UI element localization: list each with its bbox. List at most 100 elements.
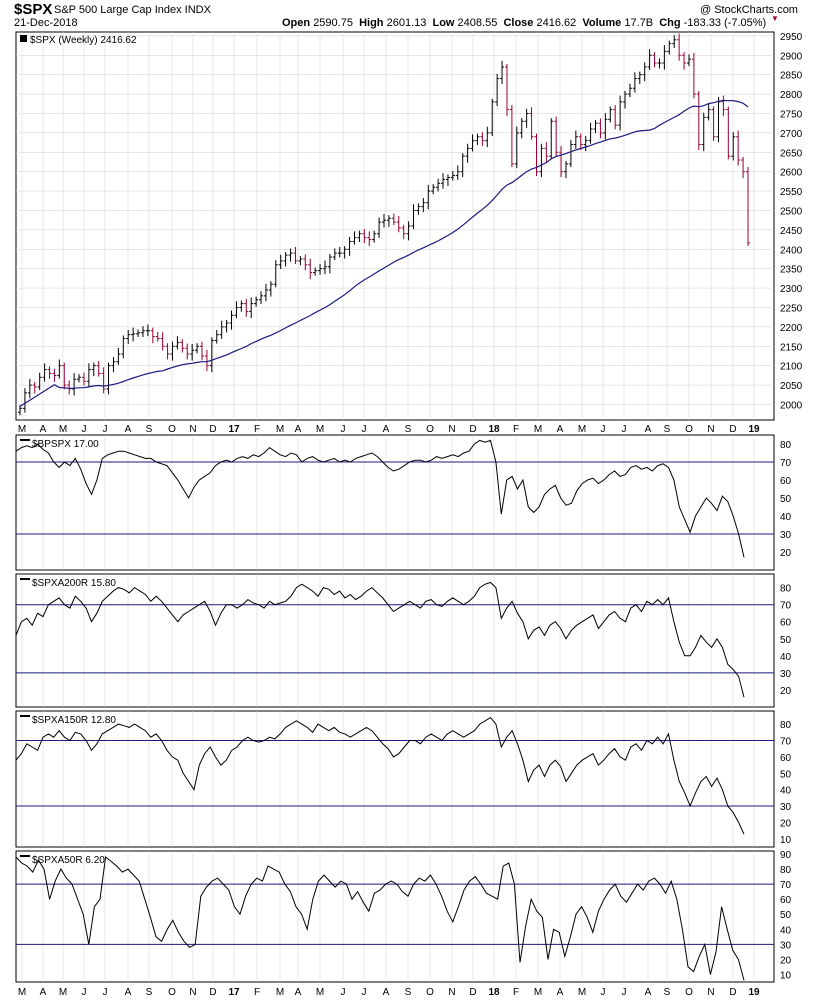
indicator-y-tick-label: 60	[780, 476, 792, 487]
x-axis-label: A	[383, 424, 390, 435]
x-axis-label: M	[276, 424, 284, 435]
x-axis-label: S	[664, 987, 671, 998]
x-axis-label: D	[209, 987, 216, 998]
x-axis-label: 19	[748, 987, 760, 998]
x-axis-label: J	[362, 987, 367, 998]
x-axis-label: O	[426, 424, 434, 435]
brand-label: @ StockCharts.com	[700, 4, 798, 16]
x-axis-label: J	[341, 987, 346, 998]
x-axis-label: N	[189, 424, 196, 435]
indicator-y-tick-label: 20	[780, 818, 792, 829]
x-axis-label: D	[729, 987, 736, 998]
x-axis-label: D	[469, 424, 476, 435]
high-value: 2601.13	[386, 17, 427, 29]
x-axis-label: J	[622, 424, 627, 435]
x-axis-label: 17	[228, 987, 240, 998]
x-axis-label: 19	[748, 424, 760, 435]
x-axis-label: M	[316, 987, 324, 998]
x-axis-label: A	[645, 987, 652, 998]
indicator-y-tick-label: 80	[780, 720, 792, 731]
x-axis-label: S	[146, 987, 153, 998]
x-axis-label: S	[146, 424, 153, 435]
x-axis-label: J	[103, 424, 108, 435]
price-y-tick-label: 2900	[780, 51, 803, 62]
panel-frame-4	[15, 850, 775, 983]
legend-swatch-indicator	[20, 439, 30, 441]
indicator-y-tick-label: 20	[780, 955, 792, 966]
indicator-y-tick-label: 90	[780, 850, 792, 861]
price-y-tick-label: 2750	[780, 109, 803, 120]
indicator-y-tick-label: 70	[780, 458, 792, 469]
x-axis-label: F	[254, 424, 260, 435]
panel-frame-2	[15, 573, 775, 708]
x-axis-label: M	[59, 987, 67, 998]
indicator-y-tick-label: 10	[780, 970, 792, 981]
x-axis-label: A	[125, 987, 132, 998]
moving-average-line	[19, 99, 749, 407]
x-axis-label: N	[448, 424, 455, 435]
x-axis-label: N	[189, 987, 196, 998]
x-axis-label: F	[513, 987, 519, 998]
indicator-y-tick-label: 40	[780, 925, 792, 936]
price-y-tick-label: 2550	[780, 187, 803, 198]
x-axis-label: S	[664, 424, 671, 435]
price-y-tick-label: 2300	[780, 284, 803, 295]
indicator-y-tick-label: 20	[780, 686, 792, 697]
open-label: Open	[282, 17, 311, 29]
price-y-tick-label: 2500	[780, 206, 803, 217]
price-legend: $SPX (Weekly) 2416.62	[30, 35, 137, 46]
price-y-tick-label: 2800	[780, 90, 803, 101]
ohlc-readout: Open 2590.75 High 2601.13 Low 2408.55 Cl…	[282, 17, 766, 29]
x-axis-label: 17	[228, 424, 240, 435]
volume-value: 17.7B	[624, 17, 654, 29]
indicator-y-tick-label: 60	[780, 753, 792, 764]
x-axis-label: A	[295, 987, 302, 998]
indicator-y-tick-label: 30	[780, 940, 792, 951]
x-axis-label: N	[448, 987, 455, 998]
indicator-line	[15, 439, 745, 558]
x-axis-label: D	[469, 987, 476, 998]
x-axis-label: J	[362, 424, 367, 435]
chg-value: -183.33 (-7.05%)	[683, 17, 767, 29]
ticker-symbol: $SPX	[14, 1, 53, 18]
x-axis-label: M	[18, 987, 26, 998]
index-name: S&P 500 Large Cap Index INDX	[54, 4, 211, 16]
x-axis-label: D	[729, 424, 736, 435]
x-axis-label: A	[125, 424, 132, 435]
legend-swatch-indicator	[20, 715, 30, 717]
panel-frame-3	[15, 710, 775, 848]
indicator-y-tick-label: 70	[780, 736, 792, 747]
price-y-tick-label: 2850	[780, 71, 803, 82]
x-axis-label: M	[578, 424, 586, 435]
indicator-line	[15, 856, 745, 981]
x-axis-label: 18	[488, 424, 500, 435]
x-axis-label: A	[645, 424, 652, 435]
indicator-legend: $BPSPX 17.00	[32, 439, 99, 450]
price-y-tick-label: 2700	[780, 129, 803, 140]
indicator-y-tick-label: 30	[780, 669, 792, 680]
x-axis-label: M	[534, 424, 542, 435]
price-y-tick-label: 2200	[780, 323, 803, 334]
x-axis-label: A	[557, 424, 564, 435]
close-value: 2416.62	[536, 17, 577, 29]
x-axis-label: S	[405, 424, 412, 435]
indicator-y-tick-label: 60	[780, 895, 792, 906]
price-y-tick-label: 2950	[780, 32, 803, 43]
indicator-line	[15, 581, 745, 698]
chart-date: 21-Dec-2018	[14, 17, 78, 29]
close-label: Close	[503, 17, 534, 29]
volume-label: Volume	[582, 17, 622, 29]
x-axis-label: D	[209, 424, 216, 435]
chart-header: $SPX S&P 500 Large Cap Index INDX 21-Dec…	[0, 0, 820, 32]
x-axis-label: S	[405, 987, 412, 998]
x-axis-label: J	[103, 987, 108, 998]
legend-swatch-price	[20, 35, 27, 42]
x-axis-label: N	[707, 987, 714, 998]
indicator-y-tick-label: 50	[780, 910, 792, 921]
low-label: Low	[432, 17, 455, 29]
panel-frame-0	[15, 31, 775, 421]
x-axis-label: J	[601, 987, 606, 998]
indicator-y-tick-label: 20	[780, 548, 792, 559]
x-axis-label: M	[276, 987, 284, 998]
